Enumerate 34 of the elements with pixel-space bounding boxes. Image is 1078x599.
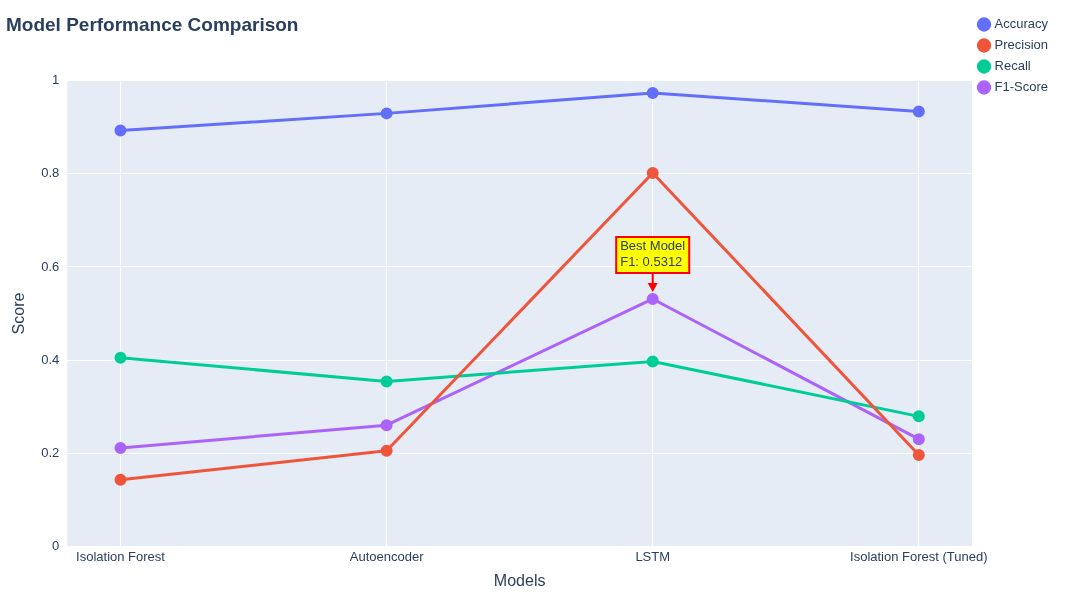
- legend-label: Recall: [994, 58, 1031, 74]
- x-axis-title: Models: [493, 571, 546, 589]
- point: [912, 105, 925, 118]
- point: [114, 124, 127, 137]
- point: [380, 419, 393, 432]
- y-tick-label: 1: [52, 72, 60, 88]
- point: [114, 473, 127, 486]
- x-tick-label: LSTM: [635, 548, 671, 564]
- point: [646, 355, 659, 368]
- y-tick-label: 0.6: [41, 258, 60, 274]
- legend-label: Precision: [994, 37, 1048, 53]
- point: [114, 442, 127, 454]
- annotation: Best Model F1: 0.5312: [620, 238, 686, 270]
- chart-title: Model Performance Comparison: [6, 13, 299, 35]
- x-tick-label: Autoencoder: [349, 548, 425, 564]
- point: [380, 444, 393, 457]
- legend-label: Accuracy: [994, 16, 1049, 32]
- y-tick-label: 0.4: [41, 351, 60, 367]
- point: [380, 107, 393, 120]
- y-axis-title: Score: [10, 292, 28, 335]
- point: [912, 448, 925, 461]
- point: [114, 351, 127, 364]
- y-tick-label: 0.8: [41, 165, 60, 181]
- x-tick-label: Isolation Forest (Tuned): [850, 548, 988, 564]
- point: [646, 166, 659, 179]
- y-tick-label: 0: [52, 537, 60, 553]
- point: [380, 375, 393, 388]
- y-tick-label: 0.2: [41, 444, 60, 460]
- point: [646, 86, 659, 99]
- x-tick-label: Isolation Forest: [76, 548, 166, 564]
- point: [912, 433, 925, 446]
- legend-label: F1-Score: [994, 79, 1048, 95]
- point: [912, 410, 925, 423]
- point: [646, 292, 659, 305]
